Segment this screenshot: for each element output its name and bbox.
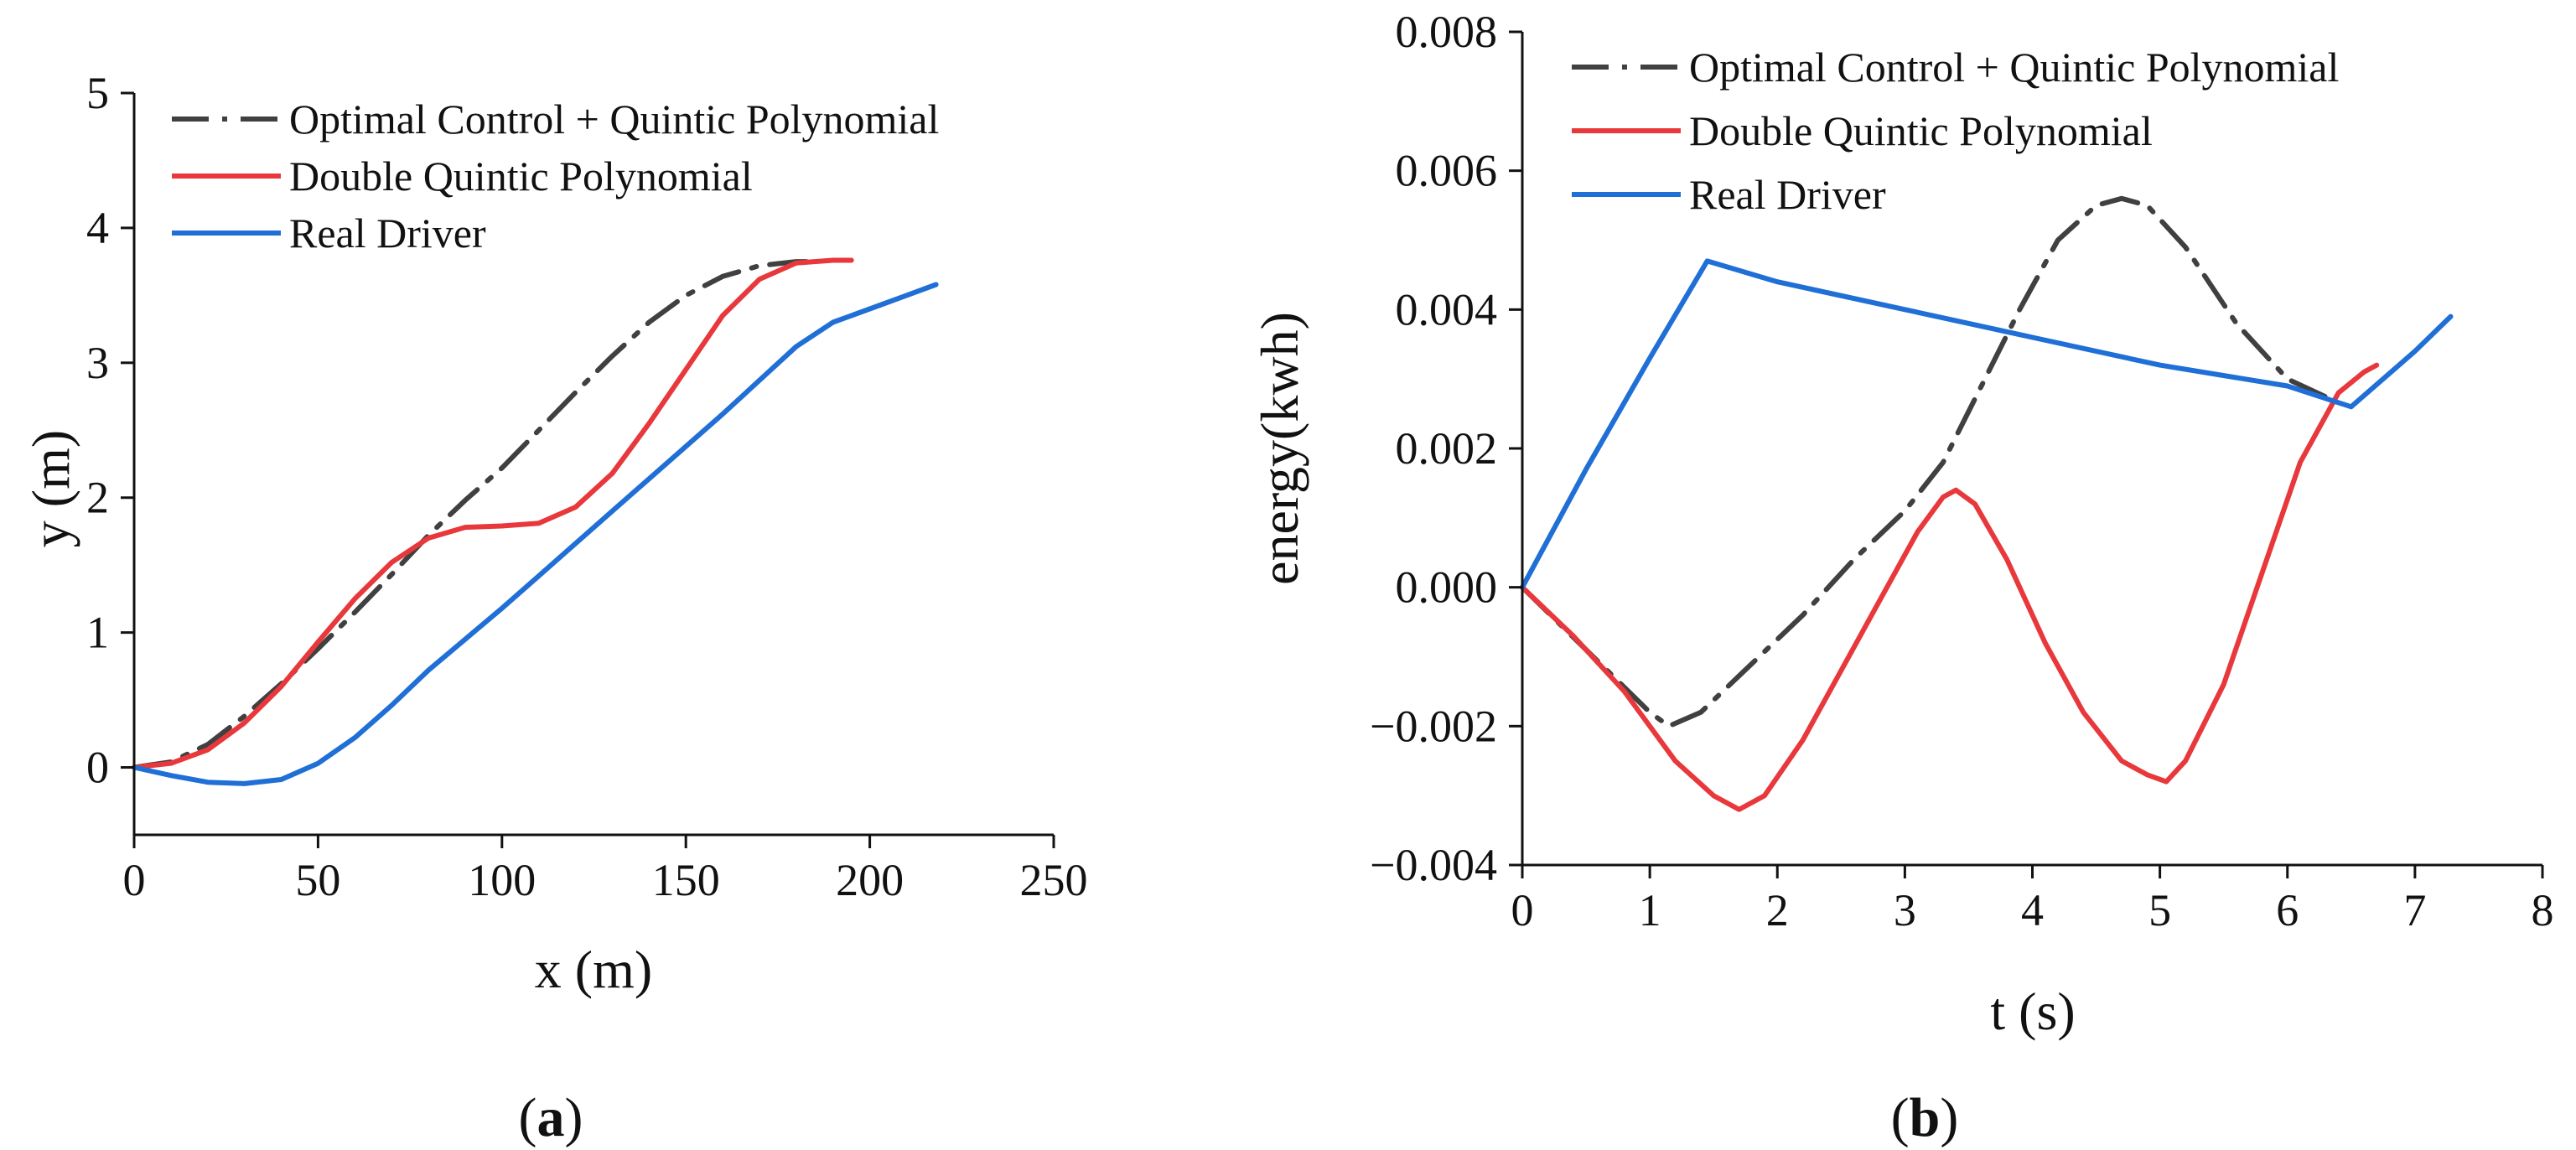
panel-b-y-tick-label: 0.008 <box>1396 7 1498 57</box>
panel-b-ticks: 0 1 2 3 4 5 6 7 8 −0.004 −0.002 0.000 0.002 0.004 0.00… <box>1370 7 2553 935</box>
panel-b-legend-label: Double Quintic Polynomial <box>1689 107 2153 154</box>
panel-a-y-axis-title: y (m) <box>21 430 80 547</box>
panel-b-x-tick-label: 8 <box>2532 885 2554 935</box>
panel-a-series-2-line <box>132 257 854 770</box>
panel-b-x-tick-label: 5 <box>2148 885 2171 935</box>
panel-b-x-tick-label: 6 <box>2276 885 2299 935</box>
panel-a-y-tick-label: 1 <box>86 608 109 658</box>
panel-a-legend-label: Real Driver <box>289 210 486 256</box>
panel-a-x-tick-label: 150 <box>652 855 720 905</box>
panel-a-plot-lines <box>132 257 939 786</box>
panel-b-x-axis-title: t (s) <box>1990 982 2075 1041</box>
panel-b-legend: Optimal Control + Quintic Polynomial Doub… <box>1572 44 2339 218</box>
panel-b-x-tick-label: 2 <box>1766 885 1789 935</box>
panel-b-legend-label: Optimal Control + Quintic Polynomial <box>1689 44 2339 91</box>
panel-a-x-axis-title: x (m) <box>535 940 652 999</box>
panel-a-x-tick-label: 50 <box>295 855 340 905</box>
panel-b-label: (b) <box>1891 1087 1959 1148</box>
panel-a-x-tick-label: 0 <box>123 855 146 905</box>
panel-b-series-1-line <box>1520 195 2335 729</box>
panel-a-legend-label: Double Quintic Polynomial <box>289 153 753 199</box>
panel-b-x-tick-label: 0 <box>1511 885 1534 935</box>
panel-a-x-tick-label: 200 <box>836 855 904 905</box>
panel-b-chart: 0 1 2 3 4 5 6 7 8 −0.004 −0.002 0.000 0.002 0.004 0.00… <box>1250 7 2554 1148</box>
panel-a-y-tick-label: 4 <box>86 203 109 253</box>
panel-a-ticks: 0 50 100 150 200 250 0 1 2 3 4 5 <box>86 68 1088 905</box>
panel-a-x-tick-label: 250 <box>1020 855 1088 905</box>
panel-a-y-tick-label: 5 <box>86 68 109 118</box>
panel-b-y-axis-title: energy(kwh) <box>1250 312 1309 585</box>
panel-b-y-tick-label: 0.002 <box>1396 423 1498 474</box>
panel-a-legend: Optimal Control + Quintic Polynomial Doub… <box>172 96 939 256</box>
panel-b-legend-label: Real Driver <box>1689 171 1886 218</box>
panel-b-series-2-line <box>1520 362 2380 812</box>
panel-b-x-tick-label: 7 <box>2403 885 2426 935</box>
panel-b-x-tick-label: 3 <box>1894 885 1916 935</box>
panel-b-series-3-line <box>1520 258 2454 590</box>
panel-a-x-tick-label: 100 <box>468 855 536 905</box>
panel-a-series-1-line <box>132 259 822 770</box>
panel-a-label: (a) <box>519 1087 583 1148</box>
panel-b-x-tick-label: 1 <box>1639 885 1661 935</box>
panel-a-chart: 0 50 100 150 200 250 0 1 2 3 4 5 x (m) y (m) Optima… <box>21 68 1088 1148</box>
panel-b-y-tick-label: −0.004 <box>1370 840 1497 890</box>
panel-b-y-tick-label: 0.006 <box>1396 146 1498 196</box>
panel-b-x-tick-label: 4 <box>2021 885 2044 935</box>
panel-a-y-tick-label: 2 <box>86 473 109 523</box>
panel-a-series-3-line <box>132 282 939 786</box>
panel-b-y-tick-label: 0.000 <box>1396 562 1498 613</box>
panel-b-y-tick-label: −0.002 <box>1370 701 1497 751</box>
panel-b-plot-lines <box>1520 195 2454 812</box>
panel-a-legend-label: Optimal Control + Quintic Polynomial <box>289 96 939 142</box>
panel-b-y-tick-label: 0.004 <box>1396 284 1498 334</box>
panel-a-y-tick-label: 3 <box>86 338 109 388</box>
panel-a-y-tick-label: 0 <box>86 743 109 793</box>
